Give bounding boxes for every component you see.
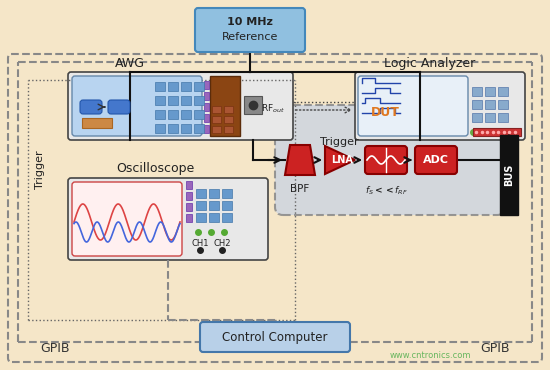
- FancyBboxPatch shape: [68, 178, 268, 260]
- Bar: [222, 201, 232, 210]
- Bar: [186, 181, 192, 189]
- Text: Trigger: Trigger: [320, 137, 359, 147]
- FancyBboxPatch shape: [415, 146, 457, 174]
- Bar: [181, 124, 191, 133]
- Bar: [194, 110, 204, 119]
- Bar: [168, 124, 178, 133]
- Bar: [209, 213, 219, 222]
- FancyBboxPatch shape: [108, 100, 130, 114]
- Text: BUS: BUS: [504, 164, 514, 186]
- Bar: [224, 116, 233, 123]
- FancyBboxPatch shape: [355, 72, 525, 140]
- Bar: [181, 96, 191, 105]
- Bar: [498, 113, 508, 122]
- FancyBboxPatch shape: [80, 100, 102, 114]
- Bar: [155, 82, 165, 91]
- FancyBboxPatch shape: [72, 182, 182, 256]
- Text: LNA: LNA: [331, 155, 353, 165]
- Bar: [204, 81, 209, 89]
- Text: CH2: CH2: [213, 239, 231, 249]
- Text: ADC: ADC: [423, 155, 449, 165]
- Bar: [498, 100, 508, 109]
- Text: DUT: DUT: [371, 105, 399, 118]
- Bar: [485, 100, 495, 109]
- Bar: [212, 126, 221, 133]
- Bar: [204, 125, 209, 133]
- Bar: [181, 82, 191, 91]
- Bar: [168, 82, 178, 91]
- Bar: [155, 110, 165, 119]
- Text: AWG: AWG: [115, 57, 145, 70]
- Bar: [473, 128, 521, 136]
- Bar: [222, 189, 232, 198]
- Bar: [155, 124, 165, 133]
- Bar: [485, 87, 495, 96]
- Bar: [212, 116, 221, 123]
- Polygon shape: [285, 145, 315, 175]
- Bar: [222, 213, 232, 222]
- Text: 10 MHz: 10 MHz: [227, 17, 273, 27]
- Text: RF$_{out}$: RF$_{out}$: [261, 103, 285, 115]
- Bar: [500, 135, 518, 215]
- Bar: [194, 96, 204, 105]
- Bar: [485, 113, 495, 122]
- FancyBboxPatch shape: [72, 76, 202, 136]
- Bar: [204, 103, 209, 111]
- Text: Control Computer: Control Computer: [222, 330, 328, 343]
- Text: GPIB: GPIB: [480, 342, 510, 354]
- Polygon shape: [325, 146, 355, 174]
- FancyBboxPatch shape: [358, 76, 468, 136]
- FancyBboxPatch shape: [275, 105, 505, 215]
- Bar: [186, 203, 192, 211]
- Bar: [209, 201, 219, 210]
- Bar: [181, 110, 191, 119]
- Bar: [186, 192, 192, 200]
- Text: GPIB: GPIB: [40, 342, 70, 354]
- Bar: [194, 124, 204, 133]
- Bar: [196, 213, 206, 222]
- Bar: [472, 100, 482, 109]
- Bar: [194, 82, 204, 91]
- Text: CH1: CH1: [191, 239, 209, 249]
- Bar: [209, 189, 219, 198]
- Bar: [204, 92, 209, 100]
- Text: Oscilloscope: Oscilloscope: [116, 162, 194, 175]
- Text: BPF: BPF: [290, 184, 310, 194]
- Bar: [212, 106, 221, 113]
- Bar: [472, 87, 482, 96]
- FancyBboxPatch shape: [68, 72, 293, 140]
- Bar: [204, 114, 209, 122]
- Text: Reference: Reference: [222, 32, 278, 42]
- Bar: [196, 189, 206, 198]
- Bar: [224, 106, 233, 113]
- Text: www.cntronics.com: www.cntronics.com: [389, 351, 471, 360]
- Bar: [210, 76, 240, 136]
- Text: Trigger: Trigger: [35, 151, 45, 189]
- Bar: [224, 126, 233, 133]
- Text: Logic Analyzer: Logic Analyzer: [384, 57, 476, 70]
- Bar: [155, 96, 165, 105]
- Bar: [82, 118, 112, 128]
- FancyBboxPatch shape: [365, 146, 407, 174]
- Bar: [498, 87, 508, 96]
- Bar: [196, 201, 206, 210]
- Bar: [186, 214, 192, 222]
- FancyBboxPatch shape: [200, 322, 350, 352]
- Bar: [168, 110, 178, 119]
- Bar: [168, 96, 178, 105]
- Bar: [472, 113, 482, 122]
- Text: $f_S$$\mathbf{<<}$$f_{RF}$: $f_S$$\mathbf{<<}$$f_{RF}$: [365, 184, 408, 196]
- Bar: [244, 96, 262, 114]
- FancyBboxPatch shape: [195, 8, 305, 52]
